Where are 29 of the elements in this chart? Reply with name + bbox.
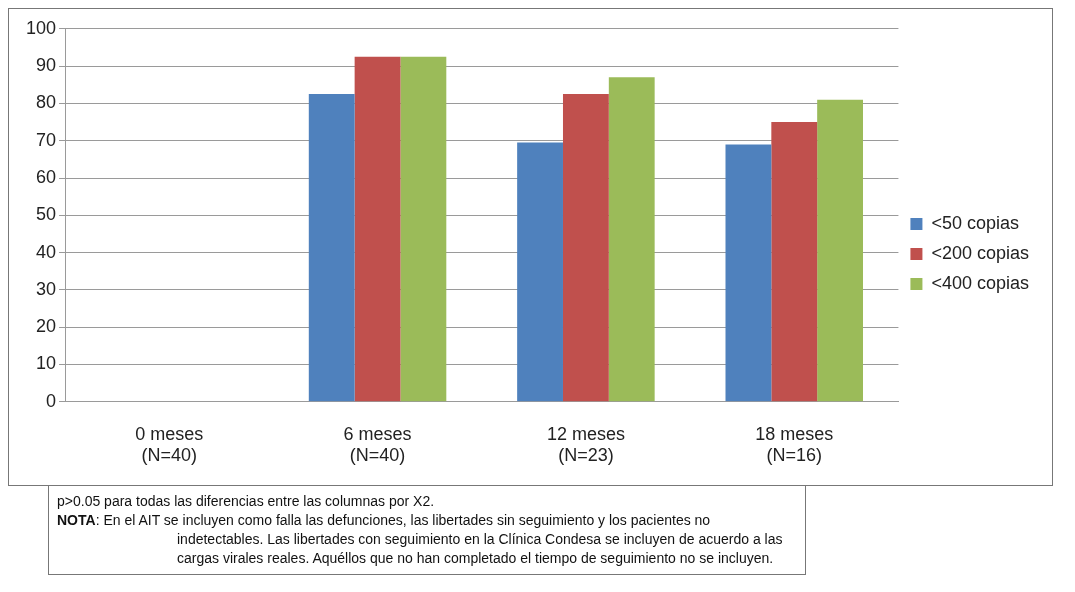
bar [562,94,609,402]
y-tick-label: 80 [36,92,57,113]
bar [817,99,864,402]
legend-label: <400 copias [931,272,1029,293]
bar [517,142,563,402]
y-tick-label: 30 [36,278,57,299]
x-tick-label: 12 meses (N=23) [546,423,625,466]
legend-label: <200 copias [931,242,1029,263]
y-tick-label: 40 [36,241,57,262]
y-tick-label: 90 [36,55,57,76]
x-tick-label: 18 meses (N=16) [755,423,834,466]
y-tick-label: 50 [36,204,57,225]
bar [354,56,401,402]
bar [725,144,772,402]
bar [308,94,355,402]
text: p>0.05 para todas las diferencias entre las columnas por X2. [57,492,436,511]
bar [608,77,655,402]
y-tick-label: 20 [36,316,57,337]
bar [400,56,447,402]
text: NOTA: En el AIT se incluyen como falla las defunciones, las libertades sin seguimiento y los pacientes no indetectables. Las libertades con seguimiento en la Clínica Condesa se incluyen de acuerdo a las cargas virales reales. Aquéllos que no han completado el tiempo de seguimiento no se incluyen. [57,511,784,568]
x-tick-label: 6 meses (N=40) [343,423,412,466]
bar [771,122,818,402]
y-tick-label: 0 [46,390,57,411]
y-tick-label: 70 [36,129,57,150]
y-tick-label: 60 [36,166,57,187]
y-tick-label: 100 [25,17,57,38]
x-tick-label: 0 meses (N=40) [135,423,204,466]
legend-label: <50 copias [931,212,1019,233]
y-tick-label: 10 [36,353,57,374]
